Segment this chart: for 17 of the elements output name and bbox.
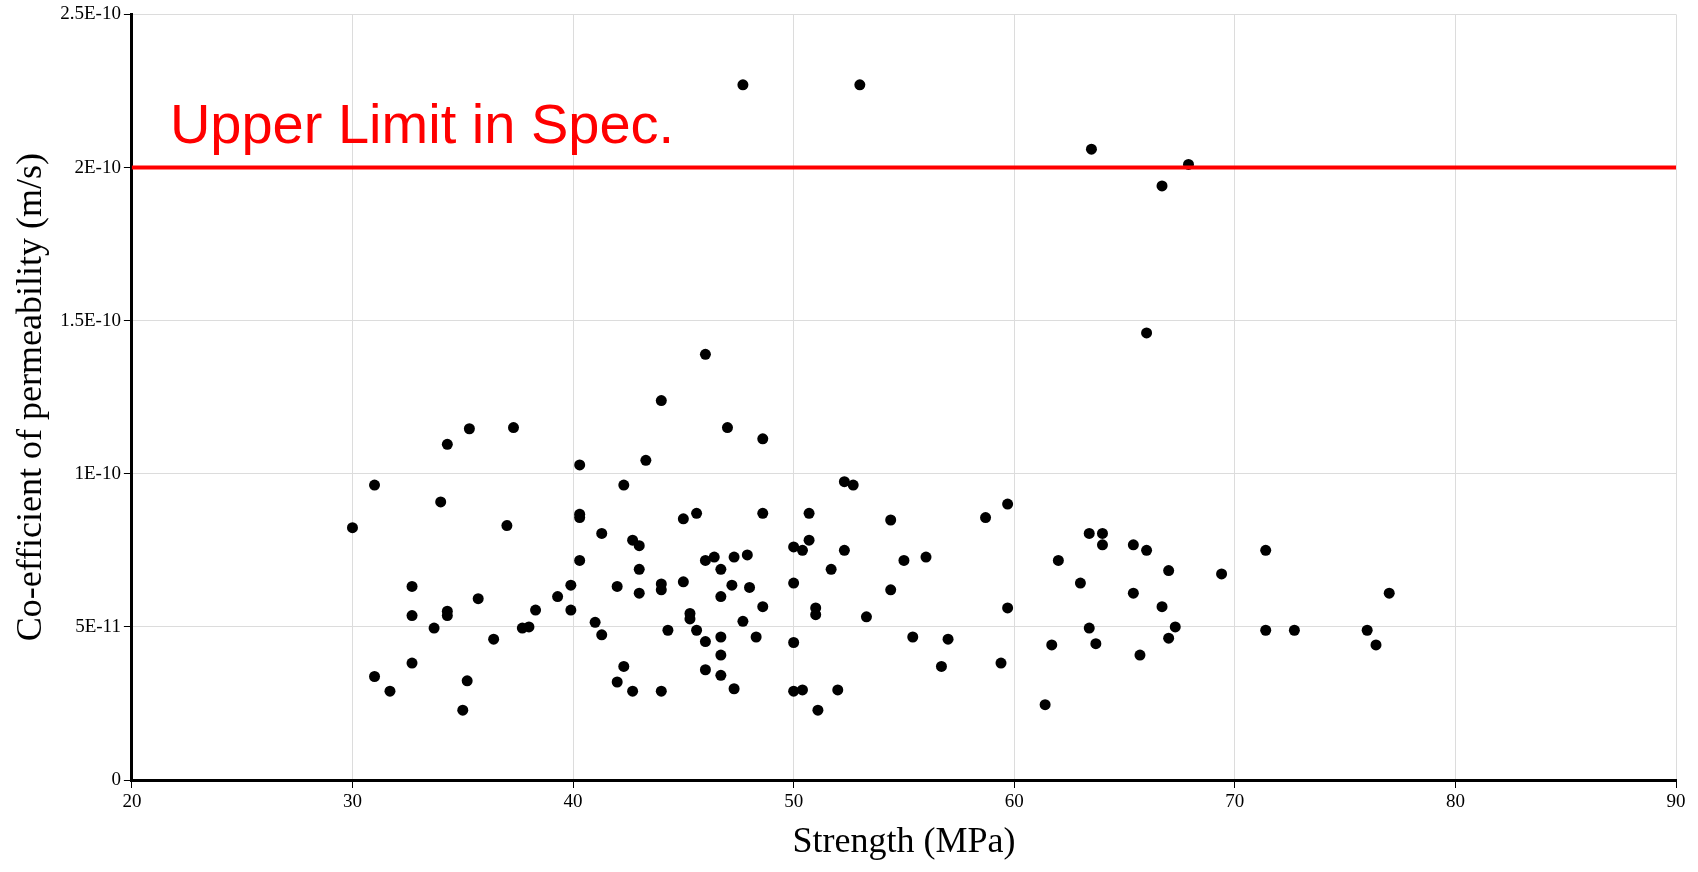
x-axis-title: Strength (MPa) bbox=[792, 819, 1016, 860]
y-tick-label: 5E-11 bbox=[75, 614, 121, 636]
x-tick-label: 40 bbox=[563, 790, 583, 812]
y-tick-label: 0 bbox=[111, 767, 121, 789]
y-tick-label: 2E-10 bbox=[74, 155, 121, 177]
x-tick-label: 70 bbox=[1225, 790, 1245, 812]
x-tick-label: 60 bbox=[1004, 790, 1024, 812]
x-tick-label: 50 bbox=[784, 790, 804, 812]
y-axis-title: Co-efficient of permeability (m/s) bbox=[9, 153, 50, 642]
y-tick-label: 1.5E-10 bbox=[60, 308, 121, 330]
y-tick-label: 2.5E-10 bbox=[60, 2, 121, 24]
ref-line-label: Upper Limit in Spec. bbox=[169, 91, 675, 155]
x-tick-label: 30 bbox=[342, 790, 362, 812]
x-tick-label: 80 bbox=[1445, 790, 1465, 812]
y-tick-label: 1E-10 bbox=[74, 461, 121, 483]
x-tick-label: 20 bbox=[122, 790, 142, 812]
x-tick-label: 90 bbox=[1666, 790, 1686, 812]
